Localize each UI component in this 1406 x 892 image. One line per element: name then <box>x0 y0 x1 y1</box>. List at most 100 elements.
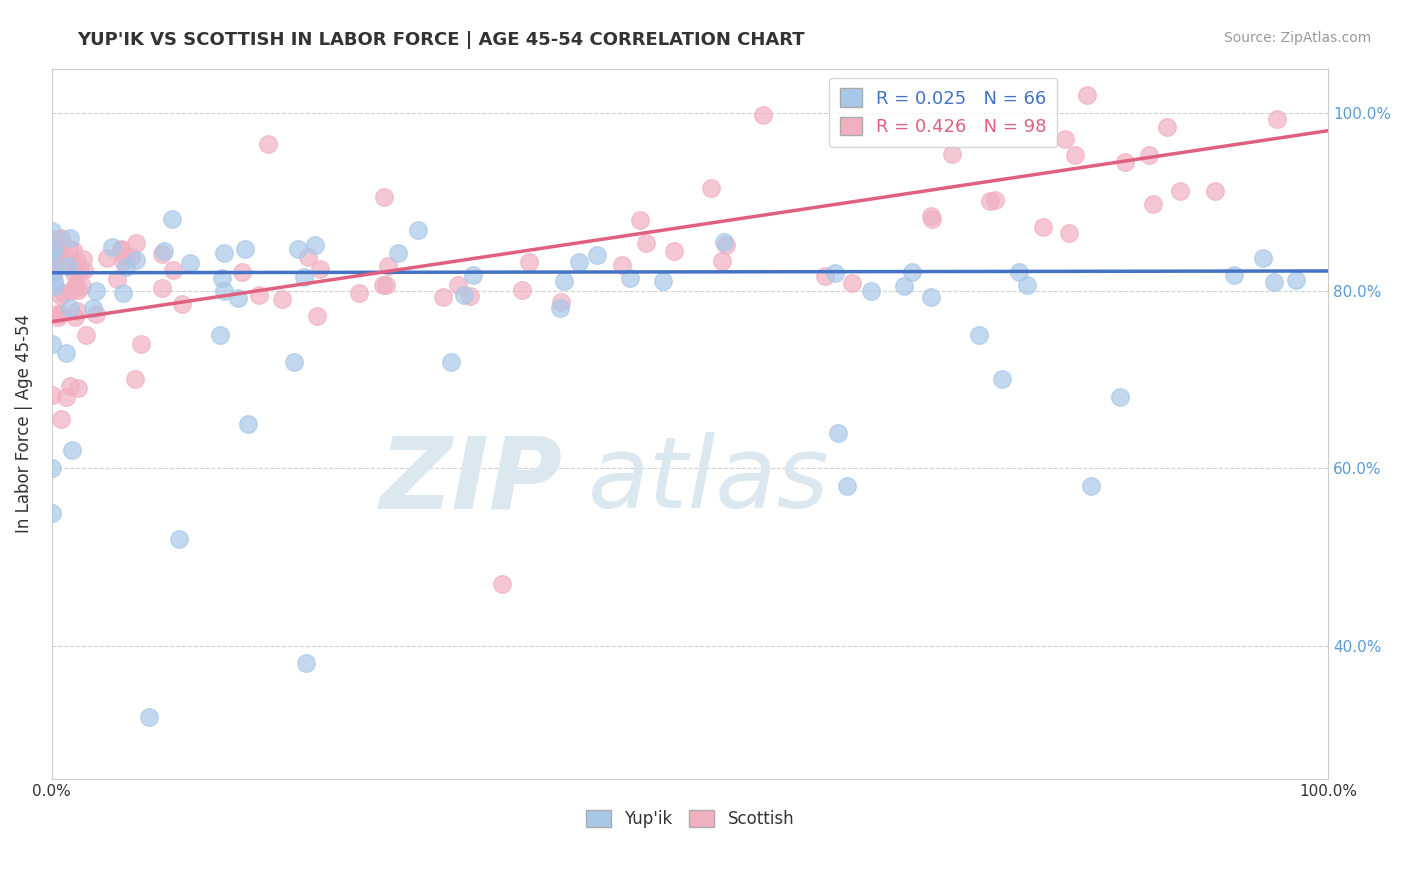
Point <box>179 256 201 270</box>
Point <box>214 284 236 298</box>
Point <box>152 244 174 259</box>
Point <box>49 289 72 303</box>
Point <box>1204 184 1226 198</box>
Text: ZIP: ZIP <box>380 432 562 529</box>
Point <box>110 242 132 256</box>
Point <box>69 262 91 277</box>
Point <box>55 390 77 404</box>
Point <box>814 269 837 284</box>
Point <box>1285 273 1308 287</box>
Point <box>150 247 173 261</box>
Point <box>41 224 63 238</box>
Point <box>105 272 128 286</box>
Point <box>44 273 66 287</box>
Point <box>713 235 735 249</box>
Point <box>568 254 591 268</box>
Point <box>984 194 1007 208</box>
Point <box>373 190 395 204</box>
Point <box>619 271 641 285</box>
Point <box>309 261 332 276</box>
Point <box>1108 390 1130 404</box>
Point <box>49 307 72 321</box>
Point <box>233 242 256 256</box>
Point <box>458 289 481 303</box>
Point <box>125 236 148 251</box>
Point <box>297 250 319 264</box>
Point <box>247 287 270 301</box>
Point <box>41 261 63 276</box>
Point <box>271 292 294 306</box>
Point <box>60 284 83 298</box>
Point <box>58 257 80 271</box>
Point <box>941 147 963 161</box>
Point <box>65 261 87 276</box>
Point <box>46 244 69 258</box>
Point <box>610 258 633 272</box>
Point <box>46 232 69 246</box>
Point <box>52 286 75 301</box>
Point <box>979 194 1001 208</box>
Point <box>920 290 942 304</box>
Point <box>96 252 118 266</box>
Point <box>837 479 859 493</box>
Point <box>447 277 470 292</box>
Point <box>75 327 97 342</box>
Point <box>44 279 66 293</box>
Point <box>66 283 89 297</box>
Point <box>172 297 194 311</box>
Point <box>662 244 685 258</box>
Point <box>49 231 72 245</box>
Point <box>1064 148 1087 162</box>
Point <box>510 284 533 298</box>
Point <box>387 246 409 260</box>
Point <box>41 263 63 277</box>
Point <box>710 254 733 268</box>
Point <box>66 303 89 318</box>
Point <box>292 270 315 285</box>
Point <box>967 327 990 342</box>
Point <box>211 270 233 285</box>
Point <box>860 284 883 298</box>
Point <box>48 249 70 263</box>
Point <box>827 425 849 440</box>
Point <box>1142 196 1164 211</box>
Point <box>304 237 326 252</box>
Point <box>305 309 328 323</box>
Point <box>1114 155 1136 169</box>
Point <box>651 275 673 289</box>
Text: Source: ZipAtlas.com: Source: ZipAtlas.com <box>1223 31 1371 45</box>
Point <box>63 266 86 280</box>
Point <box>920 209 942 223</box>
Point <box>440 354 463 368</box>
Point <box>72 263 94 277</box>
Point <box>59 301 82 316</box>
Point <box>432 290 454 304</box>
Point <box>1017 278 1039 293</box>
Point <box>124 372 146 386</box>
Point <box>55 345 77 359</box>
Point <box>66 253 89 268</box>
Point <box>1076 88 1098 103</box>
Text: YUP'IK VS SCOTTISH IN LABOR FORCE | AGE 45-54 CORRELATION CHART: YUP'IK VS SCOTTISH IN LABOR FORCE | AGE … <box>77 31 806 49</box>
Point <box>41 336 63 351</box>
Point <box>1168 184 1191 198</box>
Point <box>491 576 513 591</box>
Point <box>72 252 94 267</box>
Point <box>1057 227 1080 241</box>
Point <box>84 307 107 321</box>
Point <box>517 254 540 268</box>
Point <box>634 235 657 250</box>
Point <box>1156 120 1178 135</box>
Point <box>900 265 922 279</box>
Point <box>82 301 104 316</box>
Point <box>111 243 134 257</box>
Point <box>112 286 135 301</box>
Point <box>86 284 108 298</box>
Point <box>231 265 253 279</box>
Point <box>46 256 69 270</box>
Point <box>893 279 915 293</box>
Point <box>921 212 943 227</box>
Point <box>1137 148 1160 162</box>
Point <box>991 372 1014 386</box>
Point <box>371 277 394 292</box>
